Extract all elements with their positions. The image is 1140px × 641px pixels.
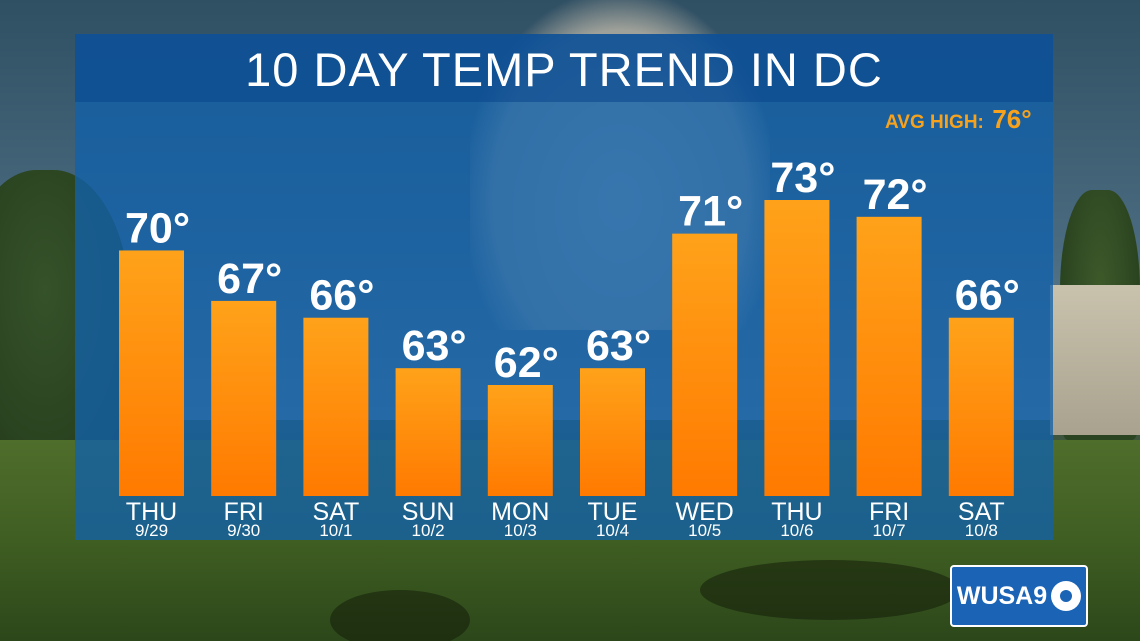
date-label: 9/29 bbox=[135, 521, 168, 540]
temp-value-label: 67° bbox=[217, 255, 282, 303]
temp-value-label: 63° bbox=[586, 322, 651, 370]
day-label: TUE bbox=[588, 498, 638, 526]
day-label: FRI bbox=[224, 498, 264, 526]
temp-bar bbox=[119, 250, 184, 496]
temp-bar bbox=[580, 368, 645, 496]
temp-value-label: 62° bbox=[494, 339, 559, 387]
day-label: FRI bbox=[869, 498, 909, 526]
cbs-eye-icon bbox=[1051, 581, 1082, 611]
temp-value-label: 72° bbox=[863, 171, 928, 219]
date-label: 10/5 bbox=[688, 521, 721, 540]
temp-bar bbox=[948, 317, 1014, 496]
day-label: MON bbox=[491, 498, 549, 526]
temp-value-label: 66° bbox=[309, 272, 374, 320]
temp-bar bbox=[211, 300, 277, 496]
temp-bar bbox=[764, 200, 830, 496]
temp-value-label: 71° bbox=[678, 188, 743, 236]
chart-title: 10 DAY TEMP TREND IN DC bbox=[245, 43, 883, 96]
station-logo: WUSA9 bbox=[950, 565, 1088, 627]
temp-bar bbox=[395, 368, 461, 496]
temp-value-label: 63° bbox=[402, 322, 467, 370]
date-label: 10/4 bbox=[596, 521, 629, 540]
temp-bar bbox=[487, 385, 553, 496]
lawn-shadow bbox=[330, 590, 470, 641]
date-label: 10/2 bbox=[412, 521, 445, 540]
temp-value-label: 70° bbox=[125, 204, 190, 252]
day-label: SAT bbox=[313, 498, 360, 526]
temp-bar bbox=[856, 216, 922, 496]
date-label: 10/8 bbox=[965, 521, 998, 540]
avg-high-value: 76° bbox=[992, 104, 1032, 134]
avg-high: AVG HIGH: 76° bbox=[885, 104, 1032, 135]
day-label: SAT bbox=[958, 498, 1005, 526]
date-label: 10/7 bbox=[873, 521, 906, 540]
day-label: SUN bbox=[402, 498, 455, 526]
temp-value-label: 66° bbox=[955, 272, 1020, 320]
date-label: 10/6 bbox=[780, 521, 813, 540]
lawn-shadow bbox=[700, 560, 960, 620]
day-label: WED bbox=[676, 498, 734, 526]
building-right bbox=[1050, 285, 1140, 435]
temp-bar bbox=[303, 317, 369, 496]
date-label: 10/1 bbox=[319, 521, 352, 540]
logo-text: WUSA9 bbox=[956, 581, 1048, 610]
temp-value-label: 73° bbox=[770, 154, 835, 202]
avg-high-label: AVG HIGH: bbox=[885, 112, 984, 133]
date-label: 9/30 bbox=[227, 521, 260, 540]
temp-bar bbox=[672, 233, 738, 497]
date-label: 10/3 bbox=[504, 521, 537, 540]
title-bar bbox=[75, 34, 1053, 102]
day-label: THU bbox=[771, 498, 822, 526]
day-label: THU bbox=[126, 498, 177, 526]
